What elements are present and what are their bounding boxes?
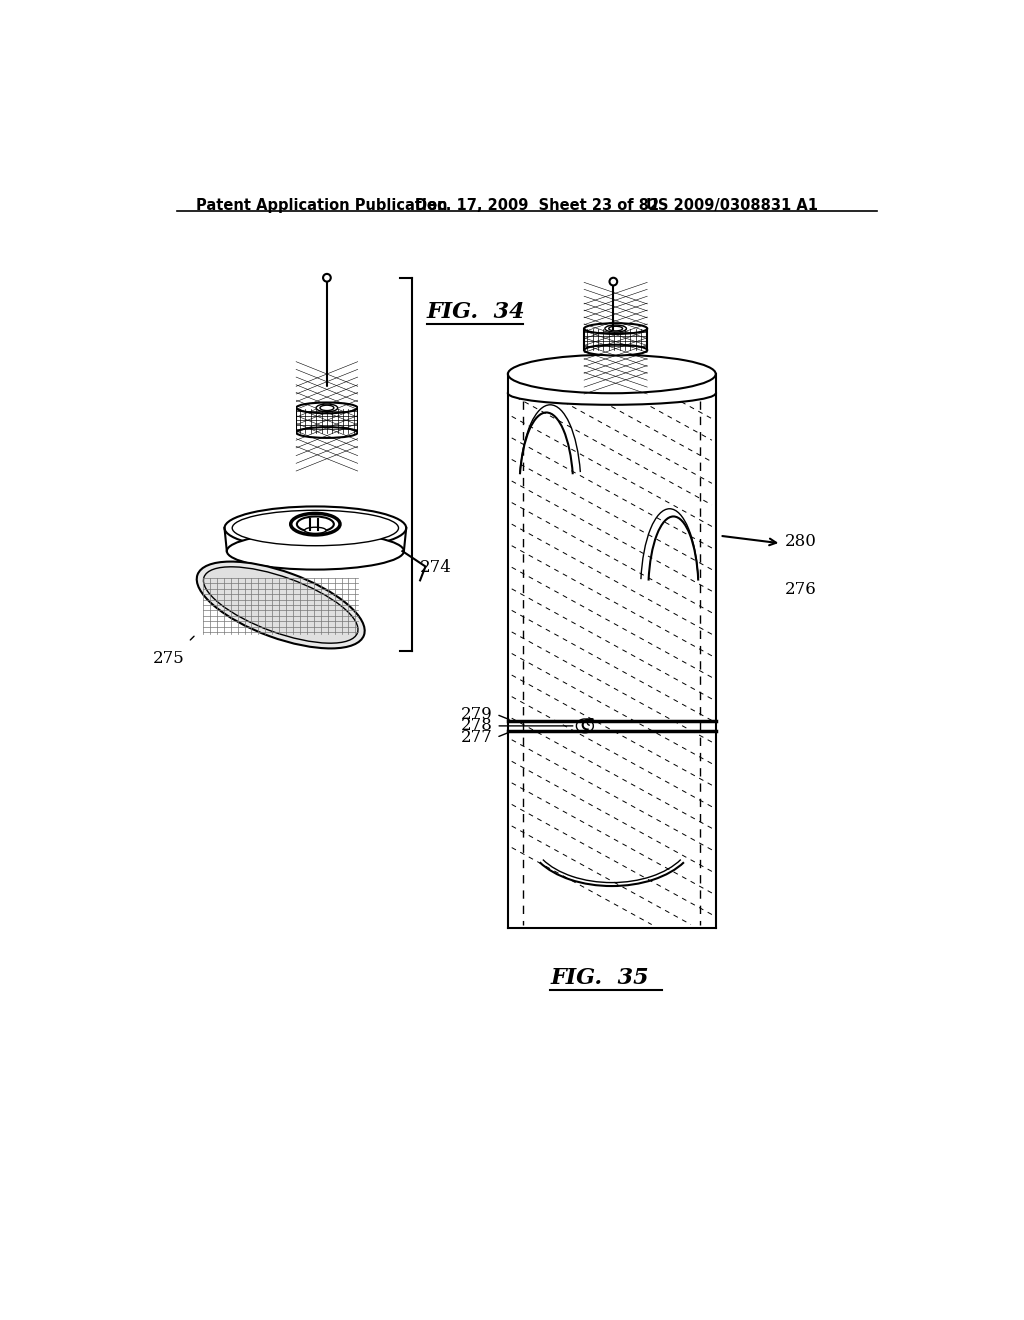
Ellipse shape bbox=[232, 511, 398, 545]
Ellipse shape bbox=[296, 403, 357, 413]
Ellipse shape bbox=[584, 345, 647, 355]
Text: 275: 275 bbox=[153, 649, 184, 667]
Ellipse shape bbox=[508, 355, 716, 393]
Text: 276: 276 bbox=[785, 581, 817, 598]
Text: 279: 279 bbox=[461, 706, 493, 723]
Text: 280: 280 bbox=[785, 533, 817, 550]
Text: Patent Application Publication: Patent Application Publication bbox=[196, 198, 447, 214]
Ellipse shape bbox=[319, 405, 334, 411]
Text: Dec. 17, 2009  Sheet 23 of 82: Dec. 17, 2009 Sheet 23 of 82 bbox=[416, 198, 659, 214]
Ellipse shape bbox=[297, 516, 334, 532]
Text: 274: 274 bbox=[420, 558, 452, 576]
Ellipse shape bbox=[204, 566, 358, 643]
Ellipse shape bbox=[304, 527, 326, 533]
Ellipse shape bbox=[608, 326, 623, 331]
Ellipse shape bbox=[316, 404, 338, 412]
Ellipse shape bbox=[226, 533, 403, 570]
Text: 278: 278 bbox=[461, 717, 493, 734]
Circle shape bbox=[609, 277, 617, 285]
Text: 277: 277 bbox=[461, 729, 493, 746]
Bar bbox=[584, 329, 647, 350]
Ellipse shape bbox=[296, 428, 357, 438]
Ellipse shape bbox=[605, 325, 627, 333]
Ellipse shape bbox=[224, 507, 407, 549]
Text: FIG.  34: FIG. 34 bbox=[427, 301, 525, 323]
Ellipse shape bbox=[584, 323, 647, 334]
Circle shape bbox=[323, 275, 331, 281]
Bar bbox=[296, 408, 357, 433]
Bar bbox=[508, 374, 716, 393]
Text: US 2009/0308831 A1: US 2009/0308831 A1 bbox=[646, 198, 818, 214]
Bar bbox=[281, 393, 296, 441]
Ellipse shape bbox=[197, 561, 365, 648]
Bar bbox=[357, 393, 373, 441]
Ellipse shape bbox=[291, 513, 340, 535]
Text: FIG.  35: FIG. 35 bbox=[550, 968, 649, 990]
Ellipse shape bbox=[508, 381, 716, 405]
